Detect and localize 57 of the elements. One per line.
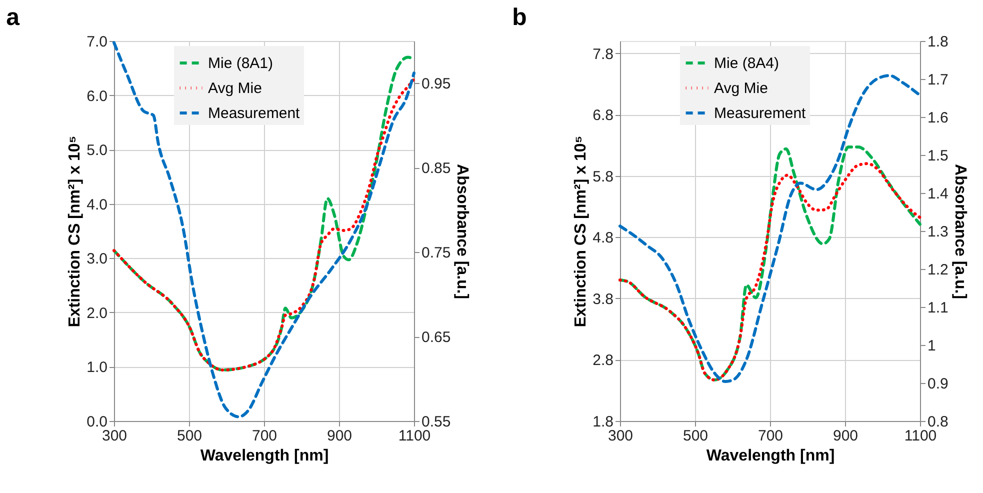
y2-tick-label: 1.7: [928, 72, 948, 88]
y-tick-label: 1.0: [86, 359, 108, 376]
y2-tick-label: 0.65: [422, 329, 451, 346]
y-tick-label: 6.8: [592, 107, 614, 124]
x-tick-label: 500: [682, 428, 708, 444]
y-tick-label: 5.8: [592, 168, 614, 186]
y-tick-label: 4.0: [86, 196, 108, 214]
y-tick-label: 7.8: [592, 46, 614, 63]
x-tick-label: 300: [608, 428, 634, 444]
y-tick-label: 6.0: [86, 88, 108, 105]
x-tick-label: 700: [252, 428, 278, 444]
y2-tick-label: 0.55: [422, 414, 451, 430]
x-tick-label: 900: [832, 428, 858, 444]
x-tick-label: 500: [176, 428, 202, 444]
y2-tick-label: 0.75: [422, 244, 451, 262]
line-series: [618, 74, 922, 383]
y2-tick-label: 0.95: [422, 76, 451, 93]
y2-tick-label: 1.2: [928, 262, 948, 278]
y2-tick-label: 0.8: [928, 414, 948, 430]
legend-label: Mie (8A4): [714, 55, 780, 72]
x-tick-label: 700: [758, 428, 784, 444]
x-tick-label: 300: [102, 428, 128, 444]
y-axis-title: Extinction CS [nm²] x 10⁵: [66, 136, 84, 328]
y-tick-label: 2.0: [86, 304, 108, 322]
y2-tick-label: 1: [928, 338, 936, 354]
y2-tick-label: 1.1: [928, 300, 948, 316]
y-tick-label: 3.8: [592, 290, 614, 308]
x-axis-title: Wavelength [nm]: [706, 448, 835, 464]
y-tick-label: 7.0: [86, 34, 108, 50]
y-tick-label: 2.8: [592, 352, 614, 370]
x-axis-title: Wavelength [nm]: [200, 448, 329, 464]
y-axis-title: Extinction CS [nm²] x 10⁵: [572, 136, 590, 328]
y2-tick-label: 1.3: [928, 224, 948, 240]
legend-label: Mie (8A1): [208, 55, 274, 72]
y-tick-label: 3.0: [86, 250, 108, 268]
y2-tick-label: 1.4: [928, 186, 948, 202]
legend-label: Avg Mie: [714, 80, 768, 97]
legend-label: Avg Mie: [208, 80, 262, 97]
chart-title: a: [6, 4, 20, 31]
x-tick-label: 1100: [904, 428, 937, 444]
y2-tick-label: 1.6: [928, 110, 948, 126]
y2-tick-label: 0.9: [928, 376, 948, 392]
y2-tick-label: 0.85: [422, 160, 451, 178]
y-tick-label: 4.8: [592, 230, 614, 247]
y-tick-label: 5.0: [86, 142, 108, 160]
y2-axis-title: Absorbance [a.u.]: [951, 164, 968, 300]
chart-title: b: [512, 4, 527, 31]
y2-axis-title: Absorbance [a.u.]: [454, 164, 471, 300]
y2-tick-label: 1.5: [928, 148, 948, 164]
x-tick-label: 1100: [398, 428, 431, 444]
y-tick-label: 0.0: [86, 414, 108, 430]
x-tick-label: 900: [326, 428, 352, 444]
legend-label: Measurement: [208, 105, 301, 122]
y-tick-label: 1.8: [592, 414, 614, 430]
y2-tick-label: 1.8: [928, 34, 948, 50]
legend-label: Measurement: [714, 105, 807, 122]
line-series: [112, 41, 416, 418]
